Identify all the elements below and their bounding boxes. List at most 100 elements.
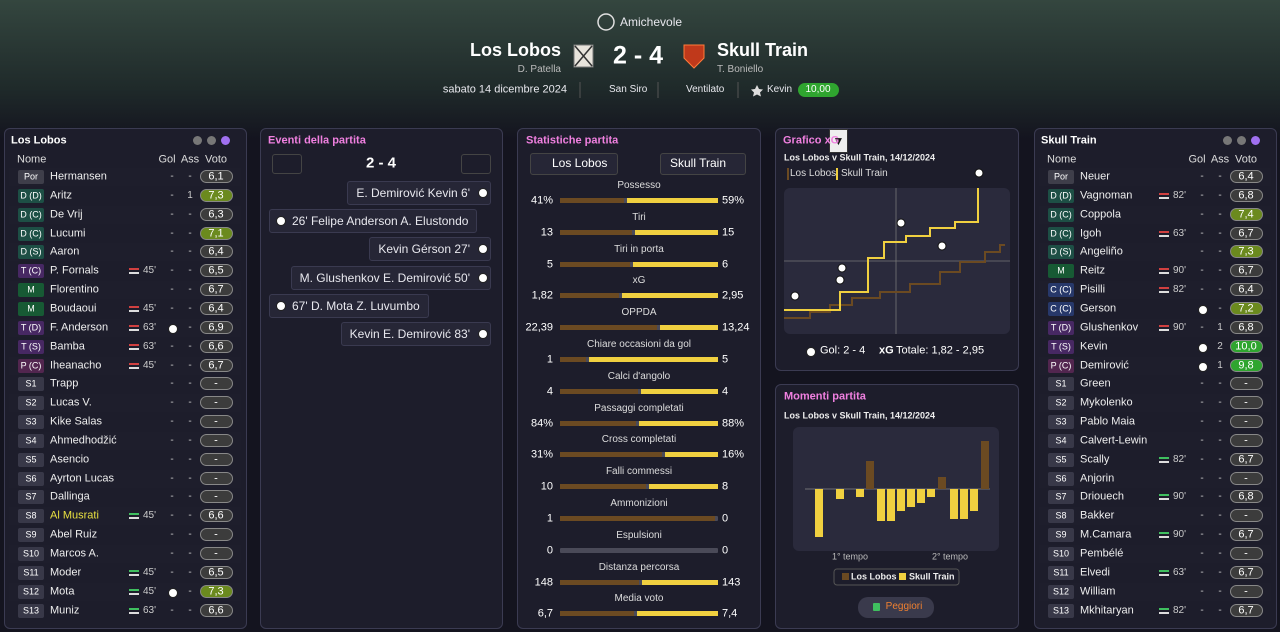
rating-pill: [200, 565, 233, 579]
button-label[interactable]: Peggiori: [885, 601, 923, 612]
player-name: Kike Salas: [50, 415, 102, 428]
position: S7: [25, 491, 37, 502]
position: T (C): [20, 265, 42, 276]
goal-icon: [478, 188, 488, 198]
assists: -: [188, 510, 192, 522]
goals: -: [170, 472, 174, 484]
sub-minute: 63': [1173, 227, 1187, 239]
rating-pill: [1230, 603, 1263, 617]
player-name: Mkhitaryan: [1080, 604, 1134, 617]
stat-label: Espulsioni: [616, 529, 662, 541]
rating-pill: [200, 264, 233, 278]
panel-dot[interactable]: [193, 136, 202, 145]
position: C (C): [1050, 303, 1072, 314]
assists: -: [188, 208, 192, 220]
moment-bar: [815, 489, 823, 537]
sub-icon: [1159, 532, 1169, 535]
position-badge: [18, 377, 44, 392]
rating-pill: [1230, 433, 1263, 447]
position-badge: [1048, 415, 1074, 430]
sub-icon: [129, 592, 139, 595]
assists: -: [188, 265, 192, 277]
rating: 6,3: [208, 208, 224, 221]
xg-goal-icons: [790, 168, 984, 301]
player-row: [9, 224, 241, 243]
half-label: 2° tempo: [931, 551, 969, 562]
player-name: Asencio: [50, 453, 90, 466]
rating-pill: [200, 452, 233, 466]
player-row: [9, 563, 241, 582]
rating: 6,6: [208, 509, 224, 522]
rating: -: [214, 415, 218, 428]
rating: 6,8: [1238, 490, 1254, 503]
assists: -: [188, 548, 192, 559]
assists: 1: [187, 189, 193, 201]
assists: -: [188, 284, 192, 296]
thumb-icon: [873, 603, 880, 611]
rating: -: [1244, 509, 1248, 522]
stat-home: 84%: [530, 417, 553, 430]
position-badge: [1048, 452, 1074, 467]
button[interactable]: [858, 597, 934, 618]
stat-away: 5: [722, 353, 729, 366]
rating: 6,1: [208, 170, 224, 183]
rating: 7,3: [208, 189, 224, 202]
stat-home: 6,7: [537, 607, 553, 620]
goals: -: [170, 491, 174, 503]
competition-icon: [597, 13, 615, 31]
sub-icon: [129, 362, 139, 365]
player-name: Scally: [1080, 453, 1110, 466]
rating-pill: [1230, 471, 1263, 485]
sub-minute: 63': [143, 340, 157, 352]
rating: -: [214, 472, 218, 485]
position: S12: [22, 586, 40, 597]
panel-dot[interactable]: [1251, 136, 1260, 145]
stat-track: [560, 579, 718, 585]
player-name: Abel Ruiz: [50, 528, 98, 541]
panel-dot[interactable]: [1223, 136, 1232, 145]
player-row: [1039, 601, 1271, 620]
rating: -: [1244, 585, 1248, 598]
panel-dot[interactable]: [207, 136, 216, 145]
rating: 6,7: [208, 359, 224, 371]
column-header: Voto: [1234, 153, 1258, 166]
position-badge: [18, 584, 44, 599]
player-name: Florentino: [50, 283, 99, 296]
stat-home: 4: [546, 385, 553, 398]
goals: -: [1200, 472, 1204, 484]
panel-dot[interactable]: [221, 136, 230, 145]
panel-dot[interactable]: [1237, 136, 1246, 145]
stat-label: Distanza percorsa: [598, 561, 680, 573]
position: S5: [1055, 454, 1067, 465]
position-badge: [1048, 547, 1074, 561]
rating-pill: [200, 245, 233, 259]
position-badge: [18, 547, 44, 561]
position-badge: [18, 245, 44, 260]
rating: 7,3: [208, 585, 224, 598]
stat-home: 5: [546, 258, 553, 271]
position: T (D): [1050, 322, 1072, 333]
moment-bar: [938, 477, 946, 489]
player-row: [9, 413, 241, 432]
assists: -: [188, 171, 192, 182]
player-row: [9, 168, 241, 186]
player-row: [1039, 526, 1271, 545]
sub-minute: 45': [143, 585, 157, 597]
position-badge: [1048, 320, 1074, 335]
dropdown[interactable]: ▼: [829, 129, 848, 153]
stat-bar-away: [640, 388, 718, 394]
sub-icon: [1159, 196, 1169, 199]
event-box: Kevin Gérson 27': [369, 237, 491, 262]
goals: -: [1200, 284, 1204, 296]
goal-icon: [1198, 342, 1208, 353]
event-box: Kevin E. Demirović 83': [340, 322, 491, 346]
rating-pill: [1230, 396, 1263, 410]
player-row: [1039, 394, 1271, 413]
player-name: Bakker: [1080, 509, 1115, 522]
rating: 6,9: [208, 321, 224, 334]
legend-label: Los Lobos: [790, 168, 837, 179]
assists: -: [1218, 265, 1222, 277]
stat-away: 8: [722, 480, 729, 493]
moment-bar: [970, 489, 978, 511]
home-crest-mark: [574, 45, 593, 67]
